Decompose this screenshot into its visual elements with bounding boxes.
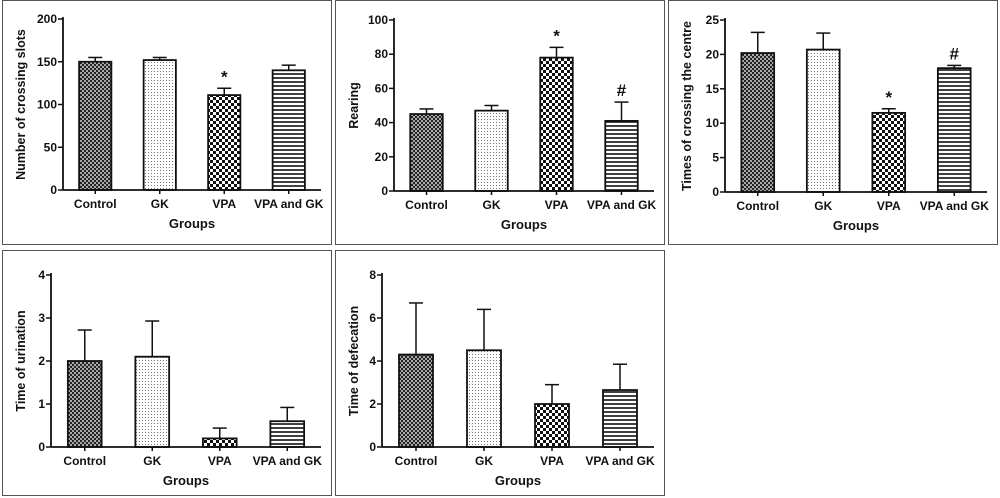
y-tick-label: 0	[369, 440, 376, 454]
x-tick-label: GK	[475, 454, 493, 468]
y-tick-label: 100	[37, 98, 57, 112]
chart-urination: 0 1 2 3 4 Control GK VPA VPA and GK Groups Time of…	[14, 268, 323, 488]
bar	[534, 403, 570, 448]
panel-rearing: 0 20 40 60 80 100 Control GK VPA * VPA and GK # Grou…	[335, 0, 665, 245]
panel-urination: 0 1 2 3 4 Control GK VPA VPA and GK Groups Time of…	[2, 250, 332, 496]
bar	[602, 389, 638, 448]
x-tick-label: VPA and GK	[587, 198, 657, 212]
significance-mark: #	[950, 44, 960, 63]
significance-mark: *	[553, 26, 560, 45]
y-tick-label: 15	[706, 82, 720, 96]
x-tick-label: VPA	[212, 197, 236, 211]
chart-defecation: 0 2 4 6 8 Control GK VPA VPA and GK Groups Time of…	[347, 268, 655, 488]
panel-crossing-slots: 0 50 100 150 200 Control GK VPA * VPA and GK Group…	[2, 0, 332, 245]
x-axis-title: Groups	[495, 473, 541, 488]
bar	[271, 69, 306, 191]
y-tick-label: 4	[369, 354, 376, 368]
x-axis-title: Groups	[163, 473, 209, 488]
x-tick-label: Control	[63, 454, 106, 468]
x-tick-label: VPA and GK	[253, 454, 323, 468]
x-axis-title: Groups	[169, 216, 215, 231]
y-tick-label: 6	[369, 311, 376, 325]
y-tick-label: 0	[50, 183, 57, 197]
bar	[539, 56, 574, 192]
bar	[466, 349, 502, 448]
y-tick-label: 0	[38, 440, 45, 454]
x-tick-label: VPA	[545, 198, 569, 212]
bar	[740, 52, 776, 193]
y-axis-title: Time of defecation	[347, 306, 361, 416]
x-tick-label: VPA	[877, 199, 901, 213]
y-tick-label: 20	[375, 150, 389, 164]
panel-defecation: 0 2 4 6 8 Control GK VPA VPA and GK Groups Time of…	[335, 250, 665, 496]
y-tick-label: 20	[706, 47, 720, 61]
x-axis-title: Groups	[501, 217, 547, 232]
x-tick-label: Control	[405, 198, 448, 212]
bar	[78, 60, 113, 191]
y-axis-title: Rearing	[347, 82, 361, 129]
x-tick-label: GK	[483, 198, 501, 212]
y-tick-label: 50	[44, 140, 58, 154]
y-tick-label: 200	[37, 12, 57, 26]
panel-crossing-centre: 0 5 10 15 20 25 Control GK VPA * VPA and GK # Groups…	[668, 0, 998, 245]
bar	[805, 48, 841, 193]
x-tick-label: GK	[143, 454, 161, 468]
y-tick-label: 150	[37, 55, 57, 69]
y-tick-label: 2	[369, 397, 376, 411]
y-tick-label: 40	[375, 116, 389, 130]
x-tick-label: VPA and GK	[920, 199, 990, 213]
y-tick-label: 10	[706, 116, 720, 130]
y-axis-title: Time of urination	[14, 310, 28, 411]
bar	[134, 355, 171, 448]
chart-rearing: 0 20 40 60 80 100 Control GK VPA * VPA and GK # Grou…	[347, 13, 657, 232]
y-tick-label: 0	[381, 184, 388, 198]
y-tick-label: 80	[375, 47, 389, 61]
bar	[871, 111, 907, 193]
bar	[207, 94, 242, 191]
y-tick-label: 0	[712, 185, 719, 199]
x-tick-label: Control	[74, 197, 117, 211]
chart-crossing-slots: 0 50 100 150 200 Control GK VPA * VPA and GK Group…	[14, 12, 324, 231]
bar	[604, 119, 639, 192]
x-tick-label: VPA	[208, 454, 232, 468]
significance-mark: *	[221, 67, 228, 86]
bar	[201, 437, 238, 448]
y-axis-title: Number of crossing slots	[14, 29, 28, 180]
significance-mark: #	[617, 81, 627, 100]
bar	[269, 420, 306, 448]
y-tick-label: 25	[706, 13, 720, 27]
y-axis-title: Times of crossing the centre	[680, 21, 694, 191]
y-tick-label: 2	[38, 354, 45, 368]
bar	[142, 59, 177, 191]
bar	[398, 353, 434, 448]
x-tick-label: VPA	[540, 454, 564, 468]
x-tick-label: GK	[814, 199, 832, 213]
bar	[936, 67, 972, 193]
y-tick-label: 100	[368, 13, 388, 27]
x-axis-title: Groups	[833, 218, 879, 233]
bar	[474, 109, 509, 192]
y-tick-label: 3	[38, 311, 45, 325]
x-tick-label: GK	[151, 197, 169, 211]
significance-mark: *	[885, 88, 892, 107]
x-tick-label: Control	[395, 454, 438, 468]
y-tick-label: 5	[712, 151, 719, 165]
chart-crossing-centre: 0 5 10 15 20 25 Control GK VPA * VPA and GK # Groups…	[680, 13, 990, 233]
y-tick-label: 60	[375, 81, 389, 95]
y-tick-label: 8	[369, 268, 376, 282]
y-tick-label: 4	[38, 268, 45, 282]
y-tick-label: 1	[38, 397, 45, 411]
x-tick-label: Control	[736, 199, 779, 213]
x-tick-label: VPA and GK	[585, 454, 655, 468]
bar	[409, 113, 444, 192]
bar	[66, 360, 103, 448]
x-tick-label: VPA and GK	[254, 197, 324, 211]
